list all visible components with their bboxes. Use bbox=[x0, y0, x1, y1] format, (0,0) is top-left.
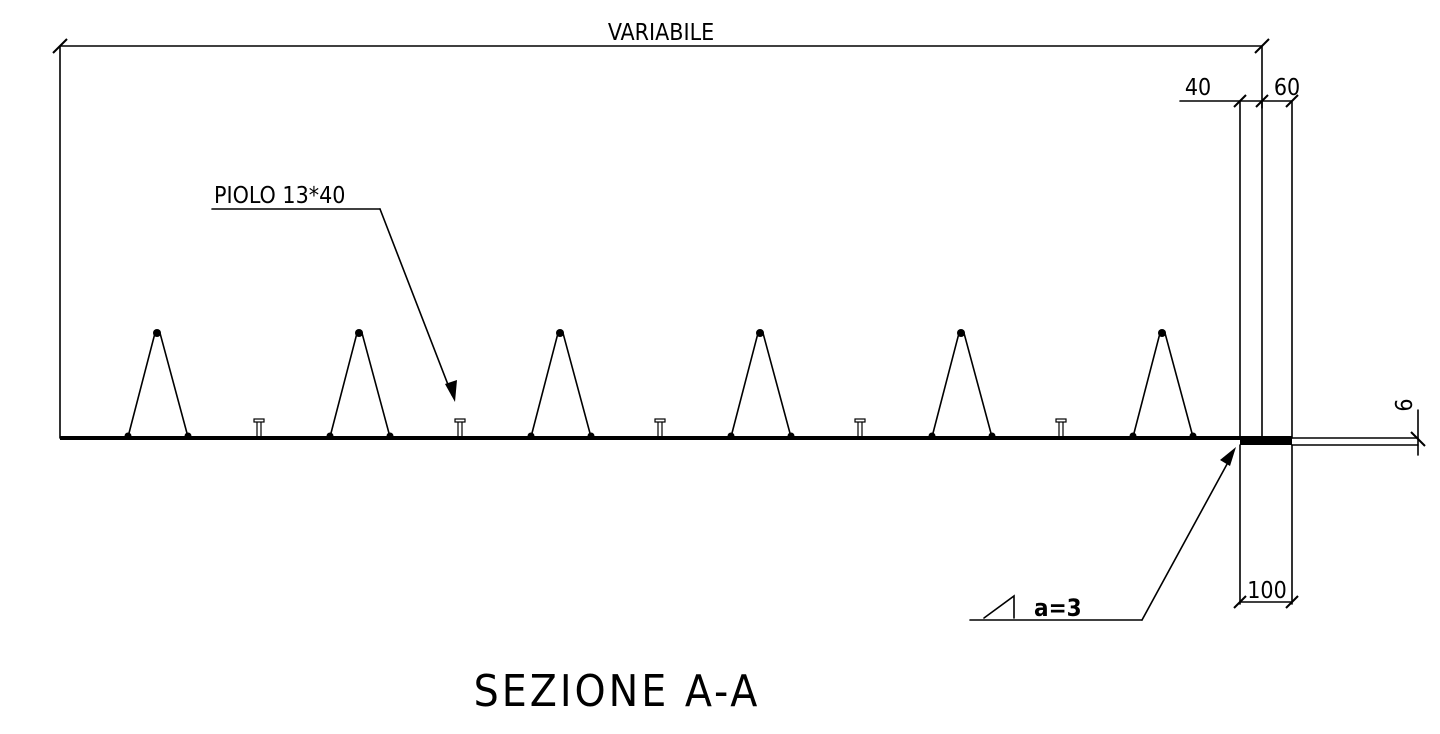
stiffener bbox=[527, 329, 595, 440]
weld-annotation: a=3 bbox=[969, 447, 1236, 622]
stud bbox=[253, 418, 265, 436]
weld-label: a=3 bbox=[1034, 594, 1082, 622]
base-width-label: 100 bbox=[1247, 578, 1287, 604]
base-width-dimension: 100 bbox=[1233, 444, 1299, 609]
stiffener bbox=[1129, 329, 1197, 440]
column-thickness-dimensions: 40 60 bbox=[1179, 75, 1300, 439]
stud bbox=[654, 418, 666, 436]
right-thickness-label: 60 bbox=[1274, 75, 1300, 101]
stud bbox=[854, 418, 866, 436]
left-thickness-label: 40 bbox=[1185, 75, 1211, 101]
overall-width-label: VARIABILE bbox=[608, 20, 714, 46]
plate-thickness-label: 6 bbox=[1392, 398, 1418, 411]
stiffener bbox=[727, 329, 795, 440]
stiffener bbox=[326, 329, 394, 440]
stud-annotation: PIOLO 13*40 bbox=[211, 183, 457, 402]
stud bbox=[1055, 418, 1067, 436]
stud bbox=[454, 418, 466, 436]
stud-label: PIOLO 13*40 bbox=[214, 183, 345, 209]
stiffener bbox=[124, 329, 192, 440]
overall-width-dimension: VARIABILE bbox=[52, 20, 1270, 439]
plate-thickness-dimension: 6 bbox=[1291, 398, 1426, 456]
stiffener bbox=[928, 329, 996, 440]
base-plate bbox=[60, 436, 1292, 445]
drawing-title: SEZIONE A-A bbox=[474, 666, 761, 717]
weld-symbol bbox=[983, 594, 1015, 619]
plate-end-section bbox=[1240, 436, 1292, 445]
